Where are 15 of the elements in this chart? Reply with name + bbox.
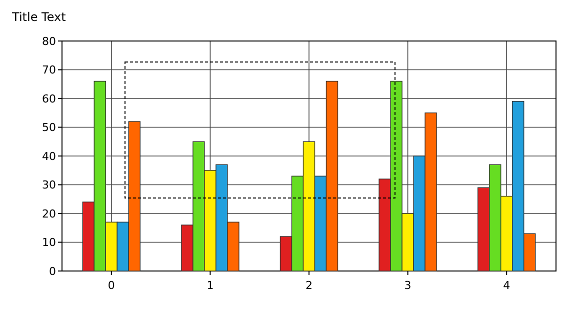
y-tick-label: 0: [49, 264, 56, 278]
y-tick-label: 60: [42, 92, 56, 106]
y-tick-label: 40: [42, 150, 56, 163]
y-tick-label: 50: [42, 121, 56, 134]
y-tick-label: 10: [42, 236, 56, 250]
chart-title: Title Text: [11, 10, 66, 24]
x-tick-label: 0: [108, 279, 115, 292]
x-tick-label: 4: [503, 279, 510, 292]
y-tick-label: 30: [42, 178, 56, 192]
x-tick-label: 1: [206, 279, 214, 292]
x-tick-label: 3: [404, 279, 412, 292]
y-tick-label: 80: [42, 34, 56, 48]
y-tick-label: 20: [42, 207, 56, 220]
x-tick-label: 2: [306, 279, 312, 292]
y-tick-label: 70: [42, 64, 56, 77]
